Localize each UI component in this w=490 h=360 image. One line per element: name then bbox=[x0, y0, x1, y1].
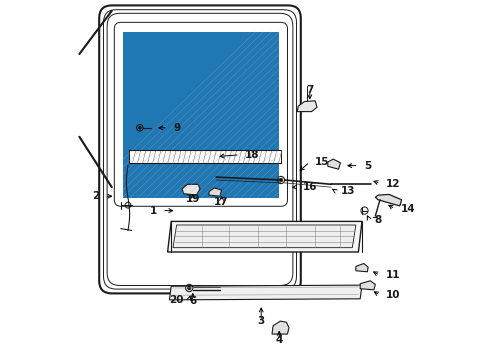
Text: 10: 10 bbox=[386, 290, 400, 300]
Circle shape bbox=[279, 178, 283, 182]
Bar bbox=[129, 150, 281, 163]
Text: 5: 5 bbox=[364, 161, 371, 171]
Polygon shape bbox=[170, 285, 362, 300]
Polygon shape bbox=[356, 264, 368, 272]
Polygon shape bbox=[297, 101, 317, 112]
Polygon shape bbox=[328, 159, 341, 169]
Polygon shape bbox=[168, 221, 362, 252]
Polygon shape bbox=[272, 321, 289, 334]
Text: 4: 4 bbox=[275, 335, 283, 345]
Text: 13: 13 bbox=[341, 186, 355, 196]
Bar bbox=[122, 32, 279, 198]
Text: 12: 12 bbox=[386, 179, 401, 189]
Text: 14: 14 bbox=[400, 204, 415, 214]
Polygon shape bbox=[375, 194, 402, 206]
Text: 2: 2 bbox=[92, 191, 99, 201]
Polygon shape bbox=[173, 225, 356, 248]
Text: 17: 17 bbox=[214, 197, 229, 207]
Polygon shape bbox=[182, 184, 200, 195]
Text: 16: 16 bbox=[303, 182, 317, 192]
Circle shape bbox=[139, 126, 141, 129]
Text: 3: 3 bbox=[258, 316, 265, 326]
Text: 9: 9 bbox=[173, 123, 180, 133]
Text: 18: 18 bbox=[245, 150, 260, 160]
Polygon shape bbox=[360, 281, 375, 290]
Text: 6: 6 bbox=[189, 296, 196, 306]
Text: 8: 8 bbox=[374, 215, 382, 225]
Circle shape bbox=[188, 287, 191, 289]
Text: 11: 11 bbox=[386, 270, 400, 280]
Text: 20: 20 bbox=[170, 294, 184, 305]
Text: 7: 7 bbox=[306, 85, 314, 95]
Text: 15: 15 bbox=[315, 157, 330, 167]
Text: 1: 1 bbox=[149, 206, 157, 216]
Text: 19: 19 bbox=[186, 194, 200, 204]
Polygon shape bbox=[209, 188, 221, 196]
